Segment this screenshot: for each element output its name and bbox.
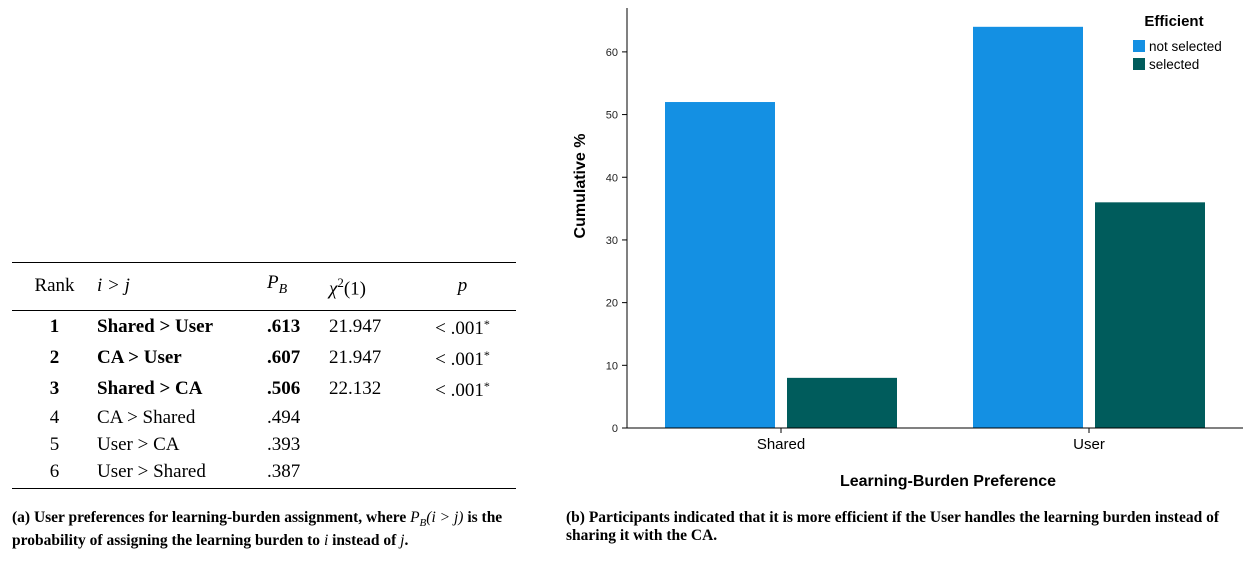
cell-pb: .613 [267, 315, 301, 337]
legend-swatch [1133, 40, 1145, 52]
cell-pb: .387 [267, 460, 301, 482]
y-tick-label: 40 [606, 172, 618, 184]
caption-a-math1-arg: (i > j) [426, 509, 464, 526]
cell-chi [329, 431, 409, 458]
cell-p-value: < .001 [435, 348, 484, 370]
cell-p [409, 404, 516, 431]
cell-pair: CA > Shared [97, 406, 196, 428]
bar-selected-shared [787, 377, 897, 428]
significance-star: * [483, 316, 490, 331]
caption-a-end: . [404, 532, 409, 550]
table-row: 5 User > CA .393 [12, 431, 516, 458]
cell-chi: 22.132 [329, 377, 382, 399]
header-chi: χ2(1) [329, 263, 409, 310]
table-row: 3 Shared > CA .506 22.132 < .001* [12, 373, 516, 404]
x-axis: Shared User [627, 427, 1243, 453]
caption-b-text: Participants indicated that it is more e… [566, 509, 1219, 544]
cell-p [409, 431, 516, 458]
caption-a-part2: is the probability of assigning the lear… [12, 509, 503, 550]
cell-p: < .001* [409, 311, 516, 342]
header-pb: PB [267, 263, 329, 310]
header-chi-arg: (1) [343, 278, 367, 300]
table-top-rule [12, 262, 516, 263]
y-tick-label: 0 [612, 423, 618, 435]
table-bottom-rule [12, 487, 516, 489]
caption-a-math2: i [323, 532, 329, 550]
y-axis: 0 10 20 30 40 50 60 [606, 8, 628, 435]
cell-chi: 21.947 [329, 346, 382, 368]
x-tick-label: User [1073, 436, 1105, 453]
cell-pair: Shared > CA [97, 377, 203, 399]
y-tick-label: 60 [606, 47, 618, 59]
cell-chi: 21.947 [329, 315, 382, 337]
significance-star: * [483, 347, 490, 362]
table-row: 6 User > Shared .387 [12, 458, 516, 488]
cell-pair: Shared > User [97, 315, 214, 337]
cell-p-value: < .001 [435, 317, 484, 339]
header-pb-sub: B [278, 281, 288, 297]
caption-a-math3: j [400, 532, 405, 550]
cell-pair: User > Shared [97, 460, 206, 482]
y-tick-label: 20 [606, 298, 618, 310]
cell-pair: User > CA [97, 433, 180, 455]
cell-rank: 6 [49, 460, 60, 482]
bars [665, 26, 1205, 429]
preference-table: Rank i > j PB χ2(1) p 1 Shared > User .6… [12, 263, 516, 488]
caption-a-part3: instead of [332, 532, 397, 550]
header-rank: Rank [34, 275, 75, 297]
table-row: 2 CA > User .607 21.947 < .001* [12, 342, 516, 373]
bar-chart: 0 10 20 30 40 50 60 Shared User Cumulative % Le… [572, 8, 1243, 490]
cell-rank: 1 [49, 315, 60, 337]
cell-p-value: < .001 [435, 379, 484, 401]
table-mid-rule [12, 309, 516, 311]
legend-title: Efficient [1144, 13, 1203, 30]
legend: Efficient not selected selected [1133, 13, 1222, 72]
cell-pb: .494 [267, 406, 301, 428]
caption-b: (b) Participants indicated that it is mo… [566, 509, 1246, 545]
cell-pair: CA > User [97, 346, 182, 368]
x-tick-label: Shared [757, 436, 805, 453]
cell-pb: .506 [267, 377, 301, 399]
cell-p [409, 458, 516, 488]
y-tick-label: 50 [606, 110, 618, 122]
header-p: p [457, 275, 468, 297]
table-row: 4 CA > Shared .494 [12, 404, 516, 431]
cell-rank: 5 [49, 433, 60, 455]
cell-p: < .001* [409, 373, 516, 404]
cell-rank: 3 [49, 377, 60, 399]
results-table-panel: Rank i > j PB χ2(1) p 1 Shared > User .6… [12, 262, 516, 489]
cell-pb: .393 [267, 433, 301, 455]
caption-a: (a) User preferences for learning-burden… [12, 509, 522, 550]
legend-label: not selected [1149, 39, 1222, 54]
cell-pb: .607 [267, 346, 301, 368]
cell-p: < .001* [409, 342, 516, 373]
cell-chi [329, 458, 409, 488]
caption-a-math1-main: P [410, 509, 420, 526]
header-chi-main: χ [329, 278, 338, 300]
bar-not-selected-user [973, 26, 1083, 428]
caption-a-part1: User preferences for learning-burden ass… [33, 509, 407, 526]
table-row: 1 Shared > User .613 21.947 < .001* [12, 311, 516, 342]
cell-rank: 2 [49, 346, 60, 368]
legend-label: selected [1149, 57, 1199, 72]
header-chi-sup: 2 [337, 275, 344, 291]
legend-swatch [1133, 58, 1145, 70]
x-axis-title: Learning-Burden Preference [840, 473, 1056, 490]
y-tick-label: 10 [606, 360, 618, 372]
bar-selected-user [1095, 202, 1205, 428]
y-axis-title: Cumulative % [572, 134, 589, 239]
header-pb-main: P [267, 272, 279, 293]
significance-star: * [483, 378, 490, 393]
caption-a-label: (a) [12, 509, 31, 526]
table-header-row: Rank i > j PB χ2(1) p [12, 263, 516, 310]
bar-not-selected-shared [665, 102, 775, 429]
caption-b-label: (b) [566, 509, 585, 526]
caption-a-math1-sub: B [419, 517, 427, 530]
cell-chi [329, 404, 409, 431]
caption-a-math1: PB(i > j) [410, 509, 464, 530]
header-pair: i > j [97, 275, 130, 297]
cell-rank: 4 [49, 406, 60, 428]
y-tick-label: 30 [606, 235, 618, 247]
